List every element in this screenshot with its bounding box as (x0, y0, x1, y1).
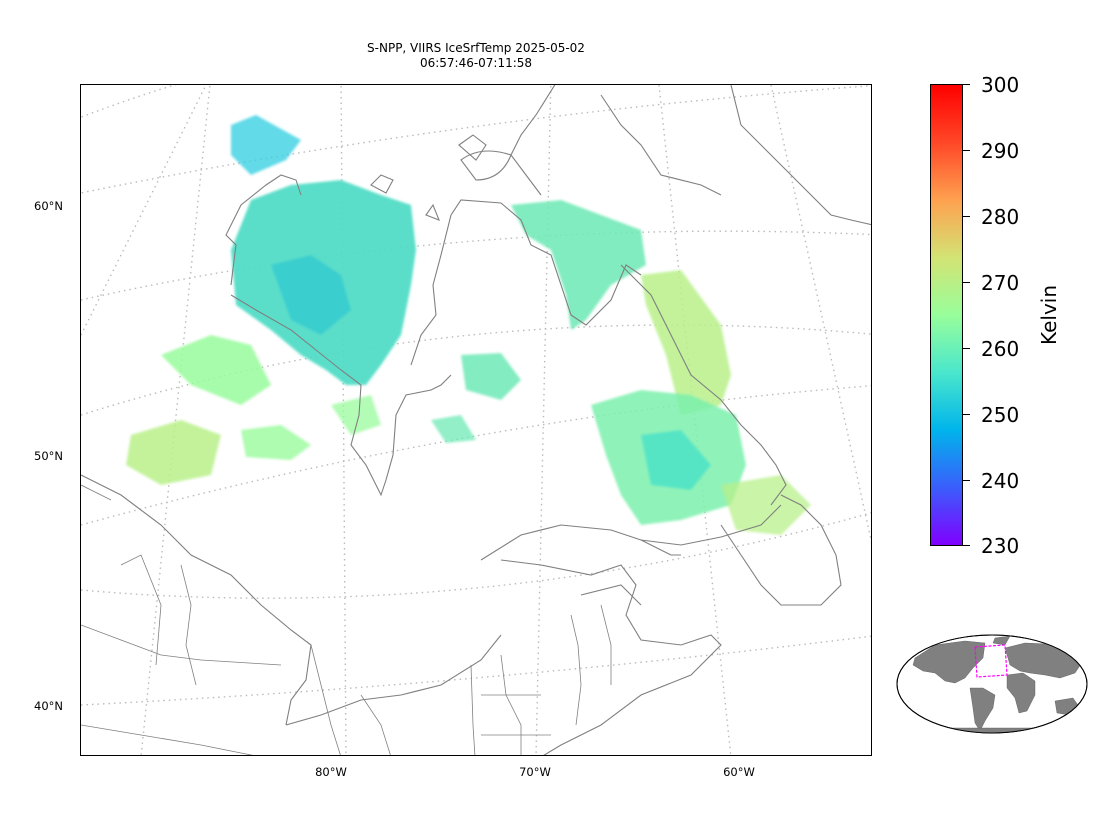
map-panel[interactable] (80, 84, 872, 756)
lat-label-40n: 40°N (34, 699, 63, 713)
colorbar-tick (963, 545, 970, 547)
colorbar-tick (963, 150, 970, 152)
colorbar-label-270: 270 (981, 271, 1020, 295)
global-locator-map (895, 633, 1089, 735)
graticule-lines (81, 85, 871, 755)
lon-label-80w: 80°W (315, 765, 347, 779)
colorbar-label-290: 290 (981, 139, 1020, 163)
colorbar-tick (963, 216, 970, 218)
colorbar-tick (963, 348, 970, 350)
colorbar-tick (963, 480, 970, 482)
colorbar-label-280: 280 (981, 205, 1020, 229)
colorbar-label-230: 230 (981, 534, 1020, 558)
colorbar-label-260: 260 (981, 337, 1020, 361)
coastlines (81, 85, 871, 755)
colorbar-label-250: 250 (981, 403, 1020, 427)
lat-label-50n: 50°N (34, 449, 63, 463)
lon-label-60w: 60°W (723, 765, 755, 779)
ice-surface-temperature-swath (126, 115, 811, 535)
map-canvas (81, 85, 871, 755)
colorbar-label-300: 300 (981, 73, 1020, 97)
colorbar-tick (963, 282, 970, 284)
map-title: S-NPP, VIIRS IceSrfTemp 2025-05-02 06:57… (80, 41, 872, 71)
title-line-2: 06:57:46-07:11:58 (419, 56, 533, 70)
title-line-1: S-NPP, VIIRS IceSrfTemp 2025-05-02 (367, 41, 585, 55)
lat-label-60n: 60°N (34, 199, 63, 213)
inset-region-box (974, 644, 1008, 678)
colorbar (930, 84, 963, 546)
political-borders (81, 484, 612, 755)
colorbar-tick (963, 84, 970, 86)
colorbar-label-240: 240 (981, 469, 1020, 493)
colorbar-tick (963, 414, 970, 416)
lon-label-70w: 70°W (519, 765, 551, 779)
colorbar-title: Kelvin (1037, 284, 1061, 346)
